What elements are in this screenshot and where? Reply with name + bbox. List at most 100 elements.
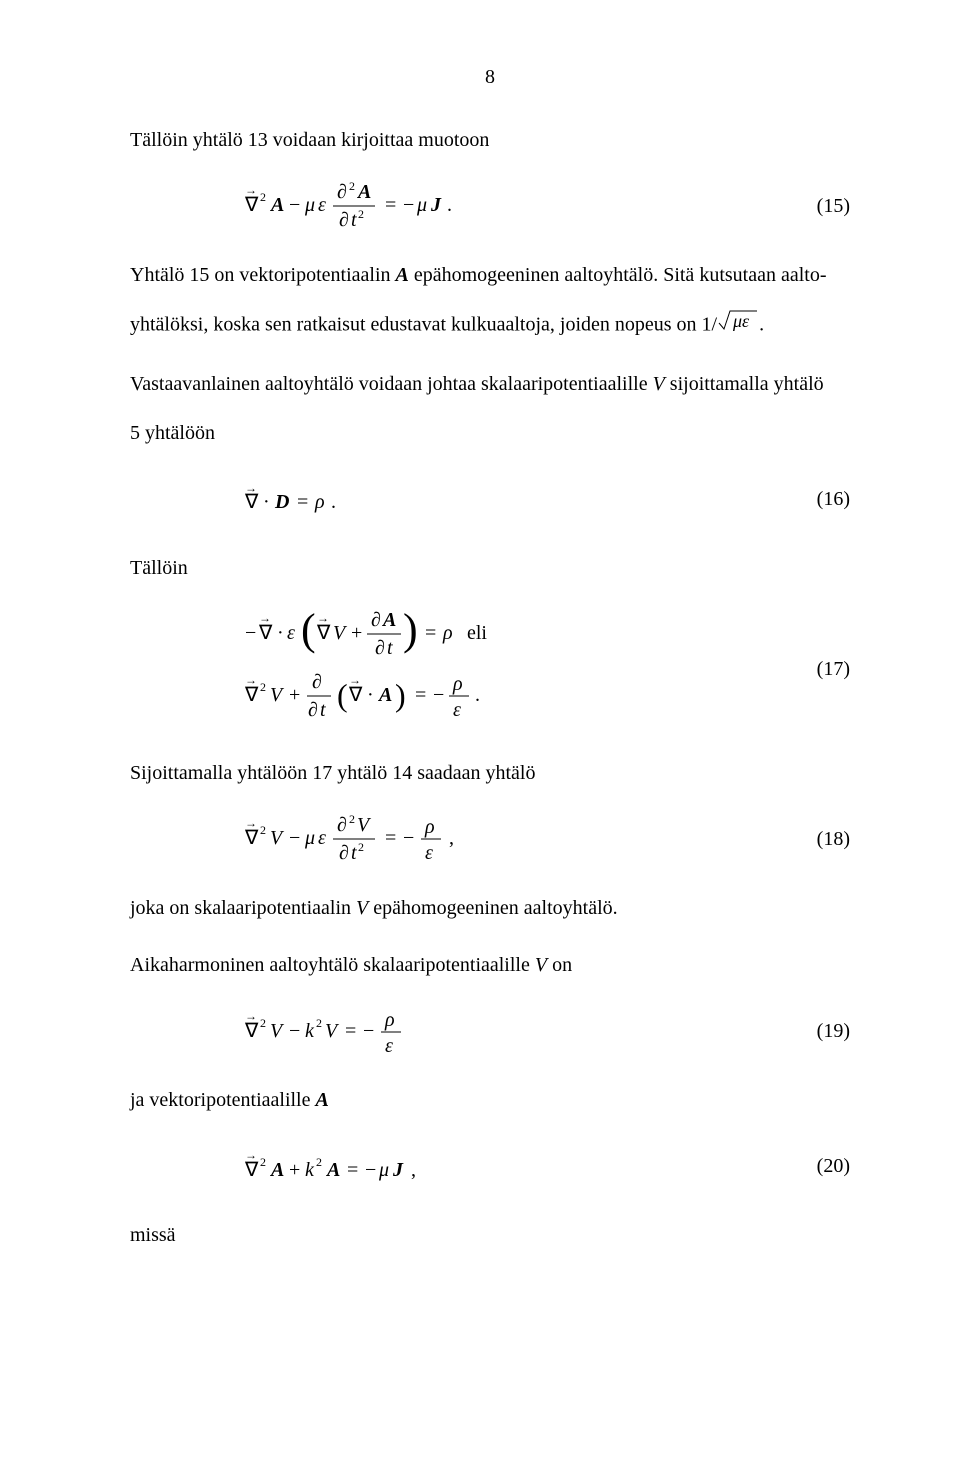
- equation-17-row: − → ∇ · ε ( → ∇ V + ∂ A ∂ t: [130, 604, 850, 734]
- equation-16: → ∇ · D = ρ .: [130, 482, 795, 516]
- paragraph-9a: Aikaharmoninen aaltoyhtälö skalaaripoten…: [130, 954, 535, 976]
- svg-text:ε: ε: [453, 699, 461, 721]
- sqrt-mu-eps: με: [717, 307, 759, 345]
- equation-20-number: (20): [795, 1149, 850, 1184]
- equation-19: → ∇ 2 V − k 2 V = − ρ ε: [130, 1006, 795, 1056]
- svg-text:D: D: [274, 491, 289, 513]
- svg-text:A: A: [356, 181, 371, 203]
- svg-text:−: −: [289, 194, 300, 216]
- equation-15-number: (15): [795, 189, 850, 224]
- svg-text:ε: ε: [385, 1035, 393, 1056]
- equation-16-row: → ∇ · D = ρ . (16): [130, 469, 850, 529]
- svg-text:+: +: [289, 1159, 300, 1181]
- svg-text:∇: ∇: [258, 622, 273, 644]
- svg-text:,: ,: [411, 1159, 416, 1181]
- equation-16-svg: → ∇ · D = ρ .: [245, 482, 385, 516]
- page: 8 Tällöin yhtälö 13 voidaan kirjoittaa m…: [0, 0, 960, 1464]
- svg-text:ρ: ρ: [384, 1009, 395, 1031]
- paragraph-1: Tällöin yhtälö 13 voidaan kirjoittaa muo…: [130, 123, 850, 158]
- svg-text:−: −: [403, 194, 414, 216]
- svg-text:∇: ∇: [245, 827, 259, 849]
- equation-20-svg: → ∇ 2 A + k 2 A = − μ J ,: [245, 1149, 475, 1183]
- svg-text:): ): [403, 605, 418, 654]
- paragraph-3b: .: [759, 314, 764, 336]
- equation-19-row: → ∇ 2 V − k 2 V = − ρ ε (19): [130, 1001, 850, 1061]
- svg-text:∂: ∂: [371, 609, 381, 631]
- svg-text:μ: μ: [378, 1159, 389, 1181]
- equation-20: → ∇ 2 A + k 2 A = − μ J ,: [130, 1149, 795, 1183]
- equation-18-number: (18): [795, 822, 850, 857]
- svg-text:∂: ∂: [337, 181, 347, 203]
- paragraph-10a: ja vektoripotentiaalille: [130, 1089, 316, 1111]
- svg-text:∇: ∇: [245, 684, 259, 706]
- svg-text:(: (: [337, 677, 348, 713]
- equation-18-svg: → ∇ 2 V − μ ε ∂ 2 V ∂ t 2 = −: [245, 809, 505, 869]
- equation-19-svg: → ∇ 2 V − k 2 V = − ρ ε: [245, 1006, 465, 1056]
- svg-text:μ: μ: [416, 194, 427, 216]
- svg-text:2: 2: [260, 190, 266, 204]
- svg-text:2: 2: [316, 1016, 322, 1030]
- svg-text:V: V: [357, 814, 372, 836]
- equation-16-number: (16): [795, 482, 850, 517]
- paragraph-8b: epähomogeeninen aaltoyhtälö.: [368, 897, 617, 919]
- svg-text:t: t: [351, 209, 357, 231]
- svg-text:∇: ∇: [245, 1020, 259, 1042]
- svg-text:∂: ∂: [312, 671, 322, 693]
- svg-text:t: t: [320, 699, 326, 721]
- paragraph-4: Vastaavanlainen aaltoyhtälö voidaan joht…: [130, 367, 850, 402]
- svg-text:=: =: [297, 491, 308, 513]
- svg-text:t: t: [387, 637, 393, 659]
- svg-text:A: A: [377, 684, 392, 706]
- svg-text:−: −: [363, 1020, 374, 1042]
- svg-text:=: =: [347, 1159, 358, 1181]
- paragraph-2b: epähomogeeninen aaltoyhtälö. Sitä kutsut…: [409, 264, 827, 286]
- equation-15-svg: → ∇ 2 A − μ ε ∂ 2 A ∂ t 2: [245, 176, 505, 236]
- svg-text:.: .: [447, 194, 452, 216]
- svg-text:ε: ε: [287, 622, 295, 644]
- svg-text:.: .: [331, 491, 336, 513]
- sqrt-arg: με: [732, 311, 750, 331]
- svg-text:=: =: [385, 194, 396, 216]
- svg-text:·: ·: [367, 684, 374, 706]
- svg-text:ρ: ρ: [424, 816, 435, 838]
- paragraph-4a: Vastaavanlainen aaltoyhtälö voidaan joht…: [130, 373, 653, 395]
- paragraph-8: joka on skalaaripotentiaalin V epähomoge…: [130, 891, 850, 926]
- svg-text:∇: ∇: [348, 684, 363, 706]
- svg-text:=: =: [345, 1020, 356, 1042]
- svg-text:J: J: [392, 1159, 404, 1181]
- svg-text:(: (: [301, 605, 316, 654]
- svg-text:2: 2: [260, 1016, 266, 1030]
- paragraph-11: missä: [130, 1218, 850, 1253]
- svg-text:2: 2: [260, 823, 266, 837]
- symbol-V-1: V: [653, 373, 665, 395]
- symbol-V-3: V: [535, 954, 547, 976]
- svg-text:2: 2: [358, 840, 364, 854]
- paragraph-10: ja vektoripotentiaalille A: [130, 1083, 850, 1118]
- svg-text:μ: μ: [304, 194, 315, 216]
- symbol-V-2: V: [356, 897, 368, 919]
- equation-17-svg: − → ∇ · ε ( → ∇ V + ∂ A ∂ t: [245, 604, 565, 734]
- svg-text:∇: ∇: [245, 491, 259, 513]
- svg-text:V: V: [270, 1020, 285, 1042]
- svg-text:V: V: [333, 622, 348, 644]
- symbol-A-1: A: [396, 264, 409, 286]
- svg-text:2: 2: [349, 179, 355, 193]
- equation-20-row: → ∇ 2 A + k 2 A = − μ J , (20): [130, 1136, 850, 1196]
- svg-text:−: −: [433, 684, 444, 706]
- svg-text:k: k: [305, 1020, 315, 1042]
- svg-text:∇: ∇: [316, 622, 331, 644]
- equation-15: → ∇ 2 A − μ ε ∂ 2 A ∂ t 2: [130, 176, 795, 236]
- svg-text:∇: ∇: [245, 1159, 259, 1181]
- svg-text:∇: ∇: [245, 194, 259, 216]
- svg-text:∂: ∂: [339, 842, 349, 864]
- svg-text:ε: ε: [318, 827, 326, 849]
- svg-text:2: 2: [349, 812, 355, 826]
- paragraph-2: Yhtälö 15 on vektoripotentiaalin A epäho…: [130, 258, 850, 293]
- svg-text:·: ·: [277, 622, 284, 644]
- symbol-A-2: A: [316, 1089, 329, 1111]
- svg-text:∂: ∂: [308, 699, 318, 721]
- svg-text:μ: μ: [304, 827, 315, 849]
- svg-text:+: +: [289, 684, 300, 706]
- equation-17: − → ∇ · ε ( → ∇ V + ∂ A ∂ t: [130, 604, 795, 734]
- svg-text:−: −: [365, 1159, 376, 1181]
